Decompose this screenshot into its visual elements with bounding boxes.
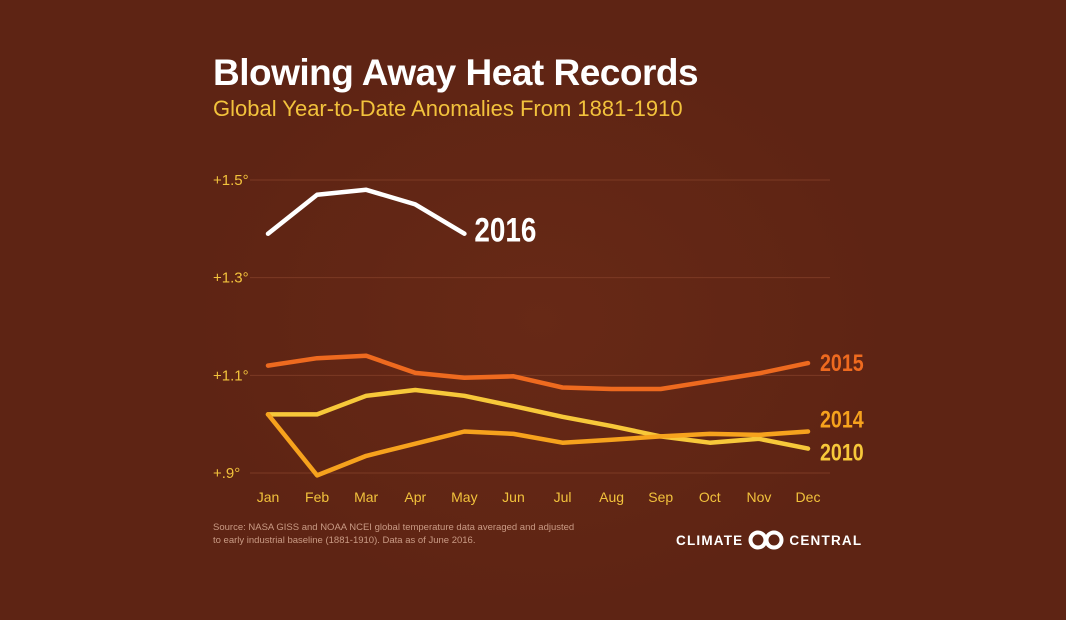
series-label-2010: 2010 — [820, 439, 864, 466]
x-tick-label: Jul — [554, 489, 572, 505]
series-line-2014 — [265, 412, 811, 478]
series-line-2016 — [265, 187, 467, 236]
climate-central-logo: CLIMATE CENTRAL — [676, 530, 862, 550]
y-tick-label: +1.5° — [213, 172, 249, 189]
x-tick-label: Oct — [699, 489, 721, 505]
series-line-2015 — [265, 353, 811, 392]
x-tick-label: Jun — [502, 489, 525, 505]
x-tick-label: Mar — [354, 489, 378, 505]
x-tick-label: Jan — [257, 489, 280, 505]
source-line-2: to early industrial baseline (1881-1910)… — [213, 535, 476, 546]
y-tick-label: +.9° — [213, 465, 240, 482]
x-tick-label: Aug — [599, 489, 624, 505]
series-label-2014: 2014 — [820, 406, 864, 433]
logo-rings-icon — [748, 530, 784, 550]
x-tick-label: May — [451, 489, 477, 505]
logo-text-right: CENTRAL — [789, 532, 863, 548]
x-tick-label: Nov — [746, 489, 771, 505]
logo-text-left: CLIMATE — [676, 532, 744, 548]
line-chart: +.9° +1.1° +1.3° +1.5° Jan Feb Mar Apr May Jun Ju… — [213, 172, 864, 505]
series-labels: 2016 2015 2014 2010 — [474, 211, 864, 466]
chart-subtitle: Global Year-to-Date Anomalies From 1881-… — [213, 96, 683, 121]
y-tick-label: +1.1° — [213, 367, 249, 384]
gridlines — [250, 179, 830, 474]
infographic: Blowing Away Heat Records Global Year-to… — [180, 20, 900, 620]
background-globe — [180, 20, 900, 620]
y-axis-ticks: +.9° +1.1° +1.3° +1.5° — [213, 172, 249, 482]
chart-title: Blowing Away Heat Records — [213, 52, 699, 93]
x-tick-label: Sep — [648, 489, 673, 505]
series-line-2010 — [265, 387, 811, 451]
source-line-1: Source: NASA GISS and NOAA NCEI global t… — [213, 522, 575, 533]
x-axis-ticks: Jan Feb Mar Apr May Jun Jul Aug Sep Oct Nov Dec — [257, 489, 821, 505]
x-tick-label: Dec — [796, 489, 821, 505]
series-label-2016: 2016 — [474, 211, 536, 249]
series-lines — [265, 187, 811, 478]
source-note: Source: NASA GISS and NOAA NCEI global t… — [213, 521, 633, 547]
series-label-2015: 2015 — [820, 349, 864, 376]
y-tick-label: +1.3° — [213, 270, 249, 287]
x-tick-label: Apr — [404, 489, 426, 505]
x-tick-label: Feb — [305, 489, 329, 505]
